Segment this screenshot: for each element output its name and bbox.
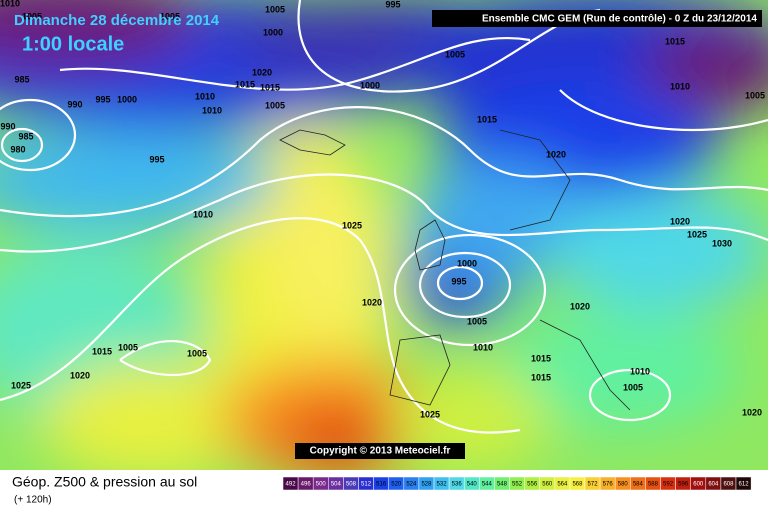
isobar-label: 980 (10, 144, 25, 154)
legend-label: 516 (376, 482, 387, 488)
legend-label: 608 (723, 482, 734, 488)
isobar-label: 1000 (117, 94, 137, 104)
isobar-label: 1010 (473, 342, 493, 352)
legend-label: 504 (331, 482, 342, 488)
isobar-label: 1005 (445, 49, 465, 59)
legend-label: 556 (527, 482, 538, 488)
legend-label: 548 (497, 482, 508, 488)
isobar-label: 1005 (745, 90, 765, 100)
isobar-label: 1015 (665, 36, 685, 46)
legend-label: 532 (437, 482, 448, 488)
isobar-label: 1005 (160, 11, 180, 21)
isobar-label: 1000 (360, 80, 380, 90)
isobar-label: 995 (385, 0, 400, 9)
isobar-label: 1025 (420, 409, 440, 419)
legend-label: 552 (512, 482, 523, 488)
isobar-label: 1025 (11, 380, 31, 390)
isobar-label: 1010 (0, 0, 20, 8)
isobar-label: 1030 (712, 238, 732, 248)
isobar-label: 1020 (362, 297, 382, 307)
footer-lead: (+ 120h) (14, 495, 52, 506)
legend-label: 560 (542, 482, 553, 488)
isobar-label: 1005 (623, 382, 643, 392)
legend-swatch (735, 476, 752, 491)
isobar-label: 995 (451, 276, 466, 286)
legend-label: 512 (361, 482, 372, 488)
isobar-label: 1005 (265, 100, 285, 110)
isobar-label: 985 (18, 131, 33, 141)
isobar-label: 1020 (546, 149, 566, 159)
isobar-label: 985 (14, 74, 29, 84)
isobar-label: 1010 (193, 209, 213, 219)
copyright-box (295, 443, 465, 459)
date: Dimanche 28 décembre 2014 (14, 12, 220, 29)
isobar-label: 995 (95, 94, 110, 104)
legend-label: 540 (467, 482, 478, 488)
legend-label: 592 (663, 482, 674, 488)
legend-label: 588 (648, 482, 659, 488)
isobar-label: 1015 (531, 353, 551, 363)
legend-label: 536 (452, 482, 463, 488)
isobar-label: 1015 (235, 79, 255, 89)
isobar-label: 990 (0, 121, 15, 131)
isobar-label: 1025 (342, 220, 362, 230)
legend-label: 572 (588, 482, 599, 488)
isobar-label: 1010 (630, 366, 650, 376)
legend-label: 568 (572, 482, 583, 488)
isobar-label: 990 (67, 99, 82, 109)
model-box (432, 10, 762, 27)
isobar-label: 1025 (687, 229, 707, 239)
isobar-label: 1020 (670, 216, 690, 226)
coastlines (279, 129, 631, 411)
legend-label: 496 (301, 482, 312, 488)
legend-label: 500 (316, 482, 327, 488)
field (0, 0, 768, 470)
isobar-label: 1015 (477, 114, 497, 124)
isobar-label: 1015 (92, 346, 112, 356)
legend-label: 564 (557, 482, 568, 488)
isobar-label: 1010 (202, 105, 222, 115)
isobar-label: 1010 (195, 91, 215, 101)
isobar-label: 1005 (467, 316, 487, 326)
legend-label: 528 (421, 482, 432, 488)
local-time: 1:00 locale (22, 33, 124, 55)
isobar-label: 1010 (670, 81, 690, 91)
legend-label: 604 (708, 482, 719, 488)
copyright: Copyright © 2013 Meteociel.fr (310, 446, 451, 457)
legend: 492 496 500 504 508 512 516 520 524 528 532 536 540 5… (282, 476, 752, 491)
isobar-label: 1015 (531, 372, 551, 382)
legend-label: 580 (618, 482, 629, 488)
legend-label: 520 (391, 482, 402, 488)
legend-label: 576 (603, 482, 614, 488)
isobar-label: 1005 (22, 11, 42, 21)
legend-label: 508 (346, 482, 357, 488)
isobar-label: 1000 (457, 258, 477, 268)
isobar-label: 995 (149, 154, 164, 164)
legend-label: 600 (693, 482, 704, 488)
isobars (0, 0, 768, 434)
isobar-label: 1015 (260, 82, 280, 92)
isobar-label: 1000 (263, 27, 283, 37)
isobar-label: 1020 (570, 301, 590, 311)
legend-label: 596 (678, 482, 689, 488)
isobar-label: 1005 (118, 342, 138, 352)
legend-label: 612 (739, 482, 750, 488)
isobar-label: 1005 (265, 4, 285, 14)
model-info: Ensemble CMC GEM (Run de contrôle) - 0 Z… (482, 14, 757, 25)
legend-label: 492 (286, 482, 297, 488)
footer-title: Géop. Z500 & pression au sol (12, 474, 197, 490)
isobar-label: 1005 (187, 348, 207, 358)
legend-label: 544 (482, 482, 493, 488)
isobar-label: 1020 (70, 370, 90, 380)
legend-label: 584 (633, 482, 644, 488)
legend-label: 524 (406, 482, 417, 488)
isobar-label: 1020 (252, 67, 272, 77)
isobar-label: 1020 (742, 407, 762, 417)
